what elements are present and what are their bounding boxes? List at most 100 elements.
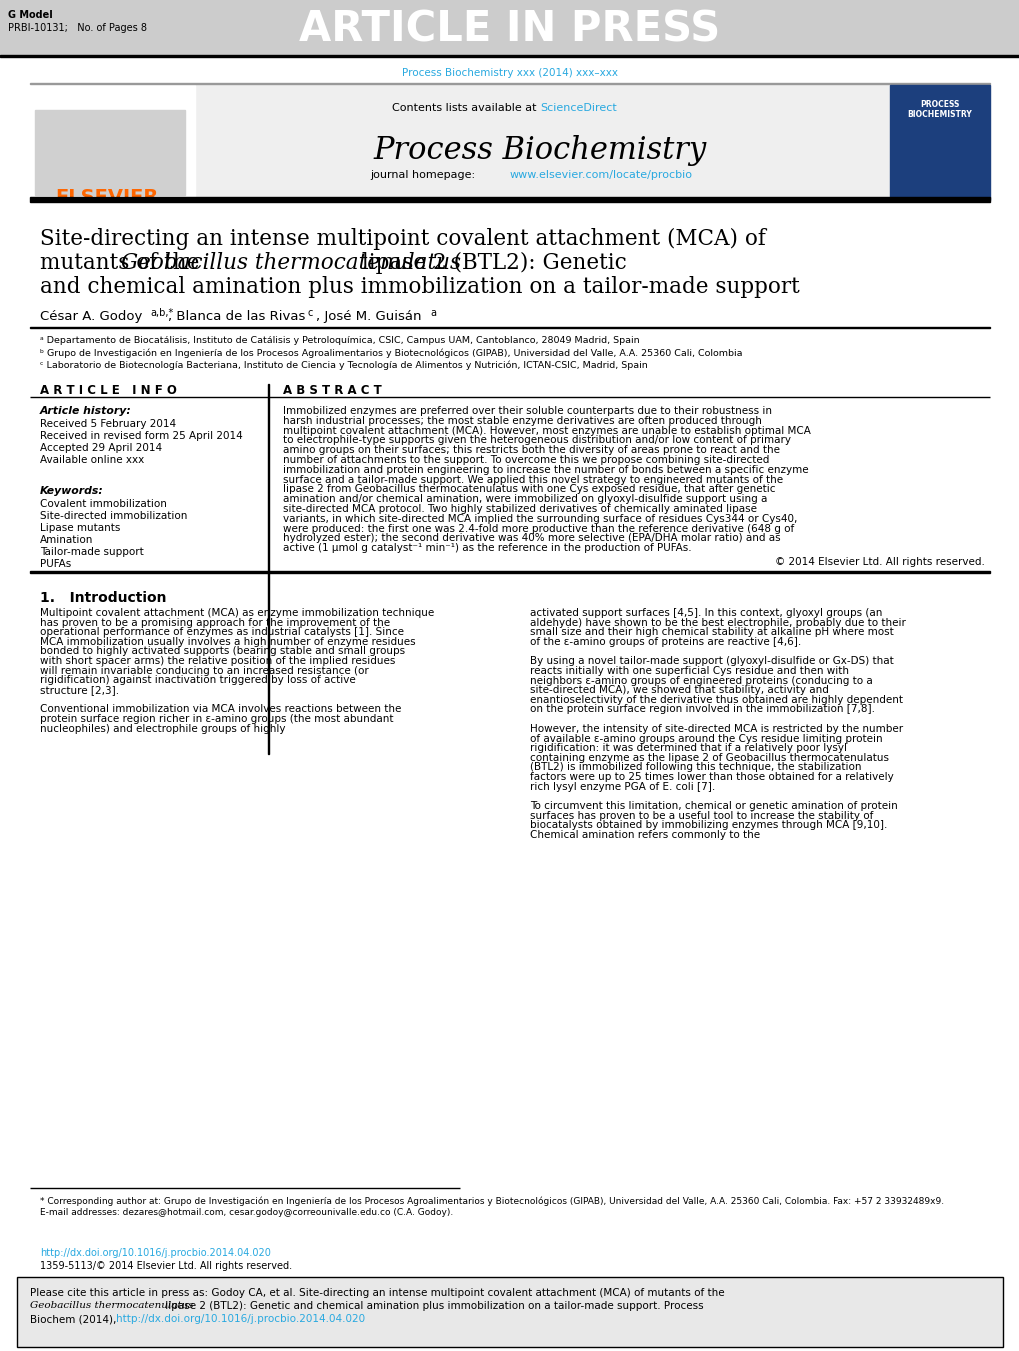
Text: ELSEVIER: ELSEVIER	[55, 188, 158, 207]
Bar	[30, 197, 989, 203]
Text: of available ε-amino groups around the Cys residue limiting protein: of available ε-amino groups around the C…	[530, 734, 881, 743]
Text: Received 5 February 2014: Received 5 February 2014	[40, 419, 176, 430]
Text: ᵃ Departamento de Biocatálisis, Instituto de Catálisis y Petroloquímica, CSIC, C: ᵃ Departamento de Biocatálisis, Institut…	[40, 336, 639, 345]
Text: Please cite this article in press as: Godoy CA, et al. Site-directing an intense: Please cite this article in press as: Go…	[30, 1288, 723, 1298]
Text: http://dx.doi.org/10.1016/j.procbio.2014.04.020: http://dx.doi.org/10.1016/j.procbio.2014…	[40, 1248, 271, 1258]
Text: Article history:: Article history:	[40, 407, 131, 416]
Text: immobilization and protein engineering to increase the number of bonds between a: immobilization and protein engineering t…	[282, 465, 808, 474]
Text: c: c	[308, 308, 313, 317]
Text: bonded to highly activated supports (bearing stable and small groups: bonded to highly activated supports (bea…	[40, 646, 405, 657]
Text: rigidification: it was determined that if a relatively poor lysyl: rigidification: it was determined that i…	[530, 743, 846, 754]
Text: will remain invariable conducing to an increased resistance (or: will remain invariable conducing to an i…	[40, 666, 369, 676]
Text: Chemical amination refers commonly to the: Chemical amination refers commonly to th…	[530, 830, 759, 840]
Text: Keywords:: Keywords:	[40, 486, 104, 496]
Text: containing enzyme as the lipase 2 of Geobacillus thermocatenulatus: containing enzyme as the lipase 2 of Geo…	[530, 753, 889, 763]
Text: and chemical amination plus immobilization on a tailor-made support: and chemical amination plus immobilizati…	[40, 276, 799, 299]
Text: nucleophiles) and electrophile groups of highly: nucleophiles) and electrophile groups of…	[40, 724, 285, 734]
Text: Biochem (2014),: Biochem (2014),	[30, 1315, 119, 1324]
FancyBboxPatch shape	[17, 1277, 1002, 1347]
Text: journal homepage:: journal homepage:	[370, 170, 478, 180]
Text: Geobacillus thermocatenulatus: Geobacillus thermocatenulatus	[30, 1301, 194, 1310]
Text: However, the intensity of site-directed MCA is restricted by the number: However, the intensity of site-directed …	[530, 724, 902, 734]
Text: ARTICLE IN PRESS: ARTICLE IN PRESS	[300, 8, 719, 50]
Text: Site-directed immobilization: Site-directed immobilization	[40, 511, 187, 521]
Bar	[0, 0, 1019, 55]
Text: rich lysyl enzyme PGA of E. coli [7].: rich lysyl enzyme PGA of E. coli [7].	[530, 782, 714, 792]
Text: Contents lists available at: Contents lists available at	[391, 103, 539, 113]
Text: hydrolyzed ester); the second derivative was 40% more selective (EPA/DHA molar r: hydrolyzed ester); the second derivative…	[282, 534, 780, 543]
Text: number of attachments to the support. To overcome this we propose combining site: number of attachments to the support. To…	[282, 455, 768, 465]
Text: By using a novel tailor-made support (glyoxyl-disulfide or Gx-DS) that: By using a novel tailor-made support (gl…	[530, 657, 893, 666]
Text: enantioselectivity of the derivative thus obtained are highly dependent: enantioselectivity of the derivative thu…	[530, 694, 902, 705]
Text: rigidification) against inactivation triggered by loss of active: rigidification) against inactivation tri…	[40, 676, 356, 685]
Text: Accepted 29 April 2014: Accepted 29 April 2014	[40, 443, 162, 453]
Text: (BTL2) is immobilized following this technique, the stabilization: (BTL2) is immobilized following this tec…	[530, 762, 861, 773]
Text: surface and a tailor-made support. We applied this novel strategy to engineered : surface and a tailor-made support. We ap…	[282, 474, 783, 485]
Text: MCA immobilization usually involves a high number of enzyme residues: MCA immobilization usually involves a hi…	[40, 636, 415, 647]
Text: factors were up to 25 times lower than those obtained for a relatively: factors were up to 25 times lower than t…	[530, 771, 893, 782]
Text: G Model: G Model	[8, 9, 53, 20]
Text: Available online xxx: Available online xxx	[40, 455, 144, 465]
Text: Multipoint covalent attachment (MCA) as enzyme immobilization technique: Multipoint covalent attachment (MCA) as …	[40, 608, 434, 617]
Bar	[35, 109, 184, 195]
Text: amino groups on their surfaces; this restricts both the diversity of areas prone: amino groups on their surfaces; this res…	[282, 446, 780, 455]
Text: César A. Godoy: César A. Godoy	[40, 309, 143, 323]
Text: Received in revised form 25 April 2014: Received in revised form 25 April 2014	[40, 431, 243, 440]
Text: Covalent immobilization: Covalent immobilization	[40, 499, 167, 509]
Text: aldehyde) have shown to be the best electrophile, probably due to their: aldehyde) have shown to be the best elec…	[530, 617, 905, 628]
Text: To circumvent this limitation, chemical or genetic amination of protein: To circumvent this limitation, chemical …	[530, 801, 897, 811]
Bar	[195, 85, 890, 200]
Text: © 2014 Elsevier Ltd. All rights reserved.: © 2014 Elsevier Ltd. All rights reserved…	[774, 557, 984, 567]
Text: Immobilized enzymes are preferred over their soluble counterparts due to their r: Immobilized enzymes are preferred over t…	[282, 407, 771, 416]
Text: operational performance of enzymes as industrial catalysts [1]. Since: operational performance of enzymes as in…	[40, 627, 404, 638]
Text: variants, in which site-directed MCA implied the surrounding surface of residues: variants, in which site-directed MCA imp…	[282, 513, 797, 524]
Text: neighbors ε-amino groups of engineered proteins (conducing to a: neighbors ε-amino groups of engineered p…	[530, 676, 872, 685]
Text: , Blanca de las Rivas: , Blanca de las Rivas	[168, 309, 305, 323]
Text: Process Biochemistry xxx (2014) xxx–xxx: Process Biochemistry xxx (2014) xxx–xxx	[401, 68, 618, 78]
Text: active (1 μmol g catalyst⁻¹ min⁻¹) as the reference in the production of PUFAs.: active (1 μmol g catalyst⁻¹ min⁻¹) as th…	[282, 543, 691, 553]
Text: lipase 2 (BTL2): Genetic and chemical amination plus immobilization on a tailor-: lipase 2 (BTL2): Genetic and chemical am…	[162, 1301, 703, 1310]
Text: Lipase mutants: Lipase mutants	[40, 523, 120, 534]
Text: Process Biochemistry: Process Biochemistry	[373, 135, 706, 166]
Text: amination and/or chemical amination, were immobilized on glyoxyl-disulfide suppo: amination and/or chemical amination, wer…	[282, 494, 766, 504]
Text: ⠀: ⠀	[90, 95, 130, 149]
Text: protein surface region richer in ε-amino groups (the most abundant: protein surface region richer in ε-amino…	[40, 713, 393, 724]
Bar	[30, 85, 195, 200]
Text: 1.   Introduction: 1. Introduction	[40, 590, 166, 605]
Bar	[0, 55, 1019, 57]
Text: Conventional immobilization via MCA involves reactions between the: Conventional immobilization via MCA invo…	[40, 704, 401, 715]
Text: PROCESS
BIOCHEMISTRY: PROCESS BIOCHEMISTRY	[907, 100, 971, 119]
Text: Tailor-made support: Tailor-made support	[40, 547, 144, 557]
Text: Amination: Amination	[40, 535, 94, 544]
Text: lipase 2 from Geobacillus thermocatenulatus with one Cys exposed residue, that a: lipase 2 from Geobacillus thermocatenula…	[282, 485, 774, 494]
Text: of the ε-amino groups of proteins are reactive [4,6].: of the ε-amino groups of proteins are re…	[530, 636, 801, 647]
Text: E-mail addresses: dezares@hotmail.com, cesar.godoy@correounivalle.edu.co (C.A. G: E-mail addresses: dezares@hotmail.com, c…	[40, 1208, 452, 1217]
Text: multipoint covalent attachment (MCA). However, most enzymes are unable to establ: multipoint covalent attachment (MCA). Ho…	[282, 426, 810, 435]
Text: www.elsevier.com/locate/procbio: www.elsevier.com/locate/procbio	[510, 170, 692, 180]
Text: Site-directing an intense multipoint covalent attachment (MCA) of: Site-directing an intense multipoint cov…	[40, 228, 765, 250]
Text: ScienceDirect: ScienceDirect	[539, 103, 616, 113]
Text: were produced: the first one was 2.4-fold more productive than the reference der: were produced: the first one was 2.4-fol…	[282, 524, 794, 534]
Text: , José M. Guisán: , José M. Guisán	[316, 309, 421, 323]
Text: PRBI-10131;   No. of Pages 8: PRBI-10131; No. of Pages 8	[8, 23, 147, 32]
Text: a: a	[430, 308, 435, 317]
Text: small size and their high chemical stability at alkaline pH where most: small size and their high chemical stabi…	[530, 627, 893, 638]
Text: reacts initially with one superficial Cys residue and then with: reacts initially with one superficial Cy…	[530, 666, 848, 676]
Text: on the protein surface region involved in the immobilization [7,8].: on the protein surface region involved i…	[530, 704, 874, 715]
Text: * Corresponding author at: Grupo de Investigación en Ingeniería de los Procesos : * Corresponding author at: Grupo de Inve…	[40, 1196, 944, 1205]
Text: harsh industrial processes; the most stable enzyme derivatives are often produce: harsh industrial processes; the most sta…	[282, 416, 761, 426]
Text: activated support surfaces [4,5]. In this context, glyoxyl groups (an: activated support surfaces [4,5]. In thi…	[530, 608, 881, 617]
Text: to electrophile-type supports given the heterogeneous distribution and/or low co: to electrophile-type supports given the …	[282, 435, 790, 446]
Text: surfaces has proven to be a useful tool to increase the stability of: surfaces has proven to be a useful tool …	[530, 811, 872, 821]
Bar	[30, 571, 989, 573]
Text: lipase 2 (BTL2): Genetic: lipase 2 (BTL2): Genetic	[355, 253, 626, 274]
Text: structure [2,3].: structure [2,3].	[40, 685, 119, 694]
Text: site-directed MCA), we showed that stability, activity and: site-directed MCA), we showed that stabi…	[530, 685, 828, 696]
Text: biocatalysts obtained by immobilizing enzymes through MCA [9,10].: biocatalysts obtained by immobilizing en…	[530, 820, 887, 831]
Text: ᶜ Laboratorio de Biotecnología Bacteriana, Instituto de Ciencia y Tecnología de : ᶜ Laboratorio de Biotecnología Bacterian…	[40, 359, 647, 370]
Text: site-directed MCA protocol. Two highly stabilized derivatives of chemically amin: site-directed MCA protocol. Two highly s…	[282, 504, 756, 513]
Text: ᵇ Grupo de Investigación en Ingeniería de los Procesos Agroalimentarios y Biotec: ᵇ Grupo de Investigación en Ingeniería d…	[40, 349, 742, 358]
Text: A R T I C L E   I N F O: A R T I C L E I N F O	[40, 384, 176, 397]
Text: Geobacillus thermocatenulatus: Geobacillus thermocatenulatus	[121, 253, 461, 274]
Text: 1359-5113/© 2014 Elsevier Ltd. All rights reserved.: 1359-5113/© 2014 Elsevier Ltd. All right…	[40, 1260, 291, 1271]
